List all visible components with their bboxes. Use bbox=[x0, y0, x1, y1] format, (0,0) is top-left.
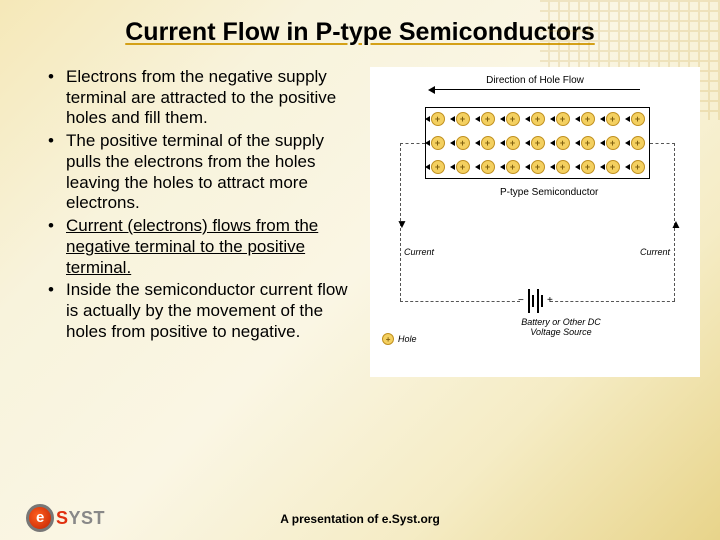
content-row: Electrons from the negative supply termi… bbox=[0, 55, 720, 377]
bullet-item: Inside the semiconductor current flow is… bbox=[48, 280, 358, 342]
bullet-list: Electrons from the negative supply termi… bbox=[48, 67, 358, 377]
hole-icon: + bbox=[431, 160, 445, 174]
current-arrow-left: ▼ bbox=[396, 217, 408, 231]
battery-symbol: − + bbox=[520, 289, 550, 313]
hole-flow-mini-arrow bbox=[597, 140, 605, 146]
hole-icon: + bbox=[606, 136, 620, 150]
bullet-item: Electrons from the negative supply termi… bbox=[48, 67, 358, 129]
hole-icon: + bbox=[631, 112, 645, 126]
current-arrow-right: ▲ bbox=[670, 217, 682, 231]
bullet-item: The positive terminal of the supply pull… bbox=[48, 131, 358, 214]
hole-icon: + bbox=[556, 160, 570, 174]
wire-right-horizontal-top bbox=[650, 143, 675, 144]
hole-icon: + bbox=[481, 136, 495, 150]
hole-icon: + bbox=[556, 112, 570, 126]
hole-icon: + bbox=[456, 136, 470, 150]
battery-minus: − bbox=[518, 295, 524, 306]
hole-icon: + bbox=[506, 112, 520, 126]
hole-flow-mini-arrow bbox=[522, 140, 530, 146]
hole-flow-arrow bbox=[430, 89, 640, 90]
hole-icon: + bbox=[456, 112, 470, 126]
battery-label: Battery or Other DC Voltage Source bbox=[506, 317, 616, 337]
hole-icon: + bbox=[581, 112, 595, 126]
wire-bottom-right bbox=[550, 301, 675, 302]
legend-hole: + Hole bbox=[382, 333, 417, 345]
hole-icon: + bbox=[531, 136, 545, 150]
hole-flow-mini-arrow bbox=[622, 116, 630, 122]
hole-flow-mini-arrow bbox=[472, 164, 480, 170]
current-label-right: Current bbox=[640, 247, 670, 257]
hole-flow-mini-arrow bbox=[447, 140, 455, 146]
hole-flow-mini-arrow bbox=[472, 116, 480, 122]
hole-flow-mini-arrow bbox=[547, 140, 555, 146]
hole-icon: + bbox=[431, 112, 445, 126]
battery-plus: + bbox=[547, 295, 553, 306]
footer-text: A presentation of e.Syst.org bbox=[0, 512, 720, 526]
hole-icon: + bbox=[581, 160, 595, 174]
hole-icon: + bbox=[531, 112, 545, 126]
diagram-top-label: Direction of Hole Flow bbox=[370, 75, 700, 86]
hole-icon: + bbox=[531, 160, 545, 174]
hole-flow-mini-arrow bbox=[622, 140, 630, 146]
hole-icon: + bbox=[606, 112, 620, 126]
hole-icon: + bbox=[506, 160, 520, 174]
hole-icon: + bbox=[506, 136, 520, 150]
hole-flow-mini-arrow bbox=[447, 164, 455, 170]
hole-flow-mini-arrow bbox=[522, 116, 530, 122]
hole-icon: + bbox=[481, 160, 495, 174]
hole-flow-mini-arrow bbox=[422, 116, 430, 122]
hole-flow-mini-arrow bbox=[447, 116, 455, 122]
circuit-diagram: Direction of Hole Flow + + + + + + + + + + + + + + + + +… bbox=[370, 67, 700, 377]
hole-flow-mini-arrow bbox=[472, 140, 480, 146]
wire-bottom-left bbox=[400, 301, 520, 302]
hole-flow-mini-arrow bbox=[497, 116, 505, 122]
legend-hole-text: Hole bbox=[398, 334, 417, 344]
hole-flow-mini-arrow bbox=[622, 164, 630, 170]
hole-flow-mini-arrow bbox=[572, 116, 580, 122]
hole-flow-mini-arrow bbox=[597, 164, 605, 170]
hole-flow-mini-arrow bbox=[422, 164, 430, 170]
semiconductor-label: P-type Semiconductor bbox=[500, 187, 598, 198]
hole-icon: + bbox=[556, 136, 570, 150]
hole-icon: + bbox=[631, 136, 645, 150]
hole-icon: + bbox=[581, 136, 595, 150]
legend-hole-icon: + bbox=[382, 333, 394, 345]
bullet-item: Current (electrons) flows from the negat… bbox=[48, 216, 358, 278]
hole-flow-mini-arrow bbox=[547, 116, 555, 122]
hole-icon: + bbox=[431, 136, 445, 150]
hole-flow-mini-arrow bbox=[547, 164, 555, 170]
hole-flow-mini-arrow bbox=[497, 140, 505, 146]
hole-flow-mini-arrow bbox=[522, 164, 530, 170]
hole-flow-mini-arrow bbox=[597, 116, 605, 122]
hole-icon: + bbox=[631, 160, 645, 174]
current-label-left: Current bbox=[404, 247, 434, 257]
hole-icon: + bbox=[456, 160, 470, 174]
hole-flow-mini-arrow bbox=[572, 140, 580, 146]
hole-flow-mini-arrow bbox=[572, 164, 580, 170]
wire-left-horizontal-top bbox=[400, 143, 425, 144]
hole-flow-mini-arrow bbox=[497, 164, 505, 170]
hole-icon: + bbox=[606, 160, 620, 174]
hole-icon: + bbox=[481, 112, 495, 126]
